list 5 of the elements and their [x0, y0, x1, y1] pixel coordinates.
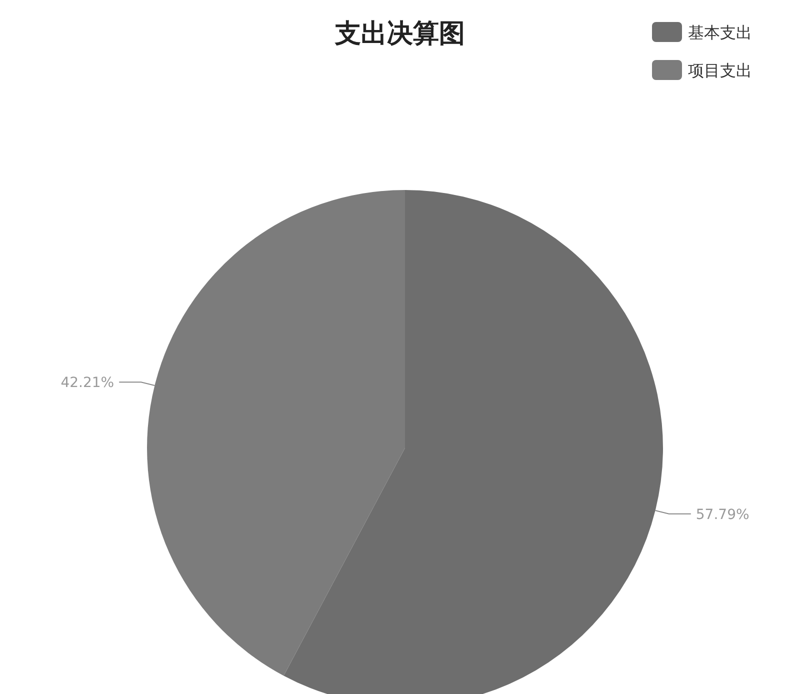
legend-label: 项目支出	[688, 61, 752, 80]
legend-label: 基本支出	[688, 23, 752, 42]
data-label: 57.79%	[696, 506, 750, 523]
data-label: 42.21%	[60, 375, 114, 392]
chart-title: 支出决算图	[334, 19, 465, 49]
